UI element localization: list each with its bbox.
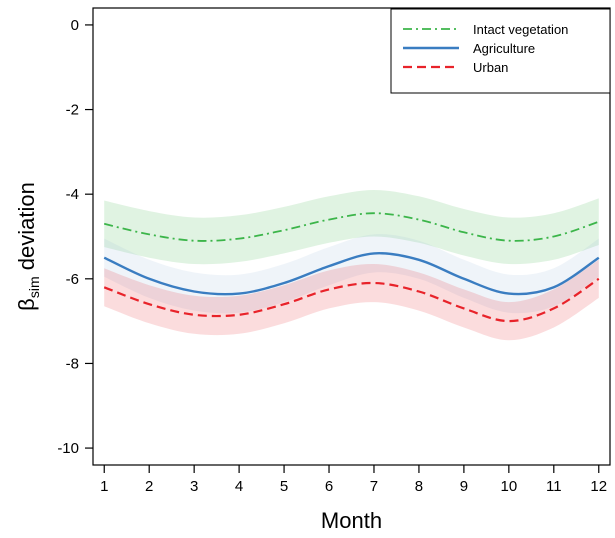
line-urban xyxy=(103,277,600,323)
line-intact-vegetation xyxy=(103,212,600,242)
x-tick-label: 6 xyxy=(325,478,333,495)
y-tick-label: -4 xyxy=(66,186,79,203)
x-tick-label: 1 xyxy=(100,478,108,495)
x-tick-label: 3 xyxy=(190,478,198,495)
y-axis-title-rest: deviation xyxy=(14,182,39,276)
x-tick-label: 7 xyxy=(370,478,378,495)
y-axis-title-subscript: sim xyxy=(26,276,42,298)
legend-label: Intact vegetation xyxy=(473,22,568,37)
series-lines xyxy=(103,212,600,323)
legend-box xyxy=(390,8,611,94)
x-tick-label: 2 xyxy=(145,478,153,495)
x-tick-label: 5 xyxy=(280,478,288,495)
band-intact-vegetation xyxy=(104,190,599,265)
x-tick-label: 8 xyxy=(415,478,423,495)
y-axis: 0 -2 -4 -6 -8 -10 xyxy=(57,17,93,457)
x-tick-label: 11 xyxy=(546,478,562,495)
y-axis-title: βsim deviation xyxy=(14,182,42,311)
legend: Intact vegetation Agriculture Urban xyxy=(390,8,611,94)
x-tick-label: 9 xyxy=(460,478,468,495)
legend-label: Agriculture xyxy=(473,41,535,56)
legend-label: Urban xyxy=(473,60,508,75)
x-tick-label: 4 xyxy=(235,478,243,495)
plot-frame xyxy=(92,7,611,466)
x-tick-label: 12 xyxy=(590,478,607,495)
y-tick-label: 0 xyxy=(71,17,79,34)
x-tick-label: 10 xyxy=(501,478,518,495)
band-urban xyxy=(104,259,599,341)
y-axis-title-symbol: β xyxy=(14,298,39,311)
y-tick-label: -2 xyxy=(66,102,79,119)
y-tick-label: -10 xyxy=(57,440,79,457)
x-axis: 1 2 3 4 5 6 7 8 9 10 11 12 xyxy=(100,465,607,495)
y-tick-label: -8 xyxy=(66,355,79,372)
y-tick-label: -6 xyxy=(66,271,79,288)
line-agriculture xyxy=(103,252,600,296)
x-axis-title: Month xyxy=(321,508,382,533)
confidence-bands xyxy=(104,190,599,341)
